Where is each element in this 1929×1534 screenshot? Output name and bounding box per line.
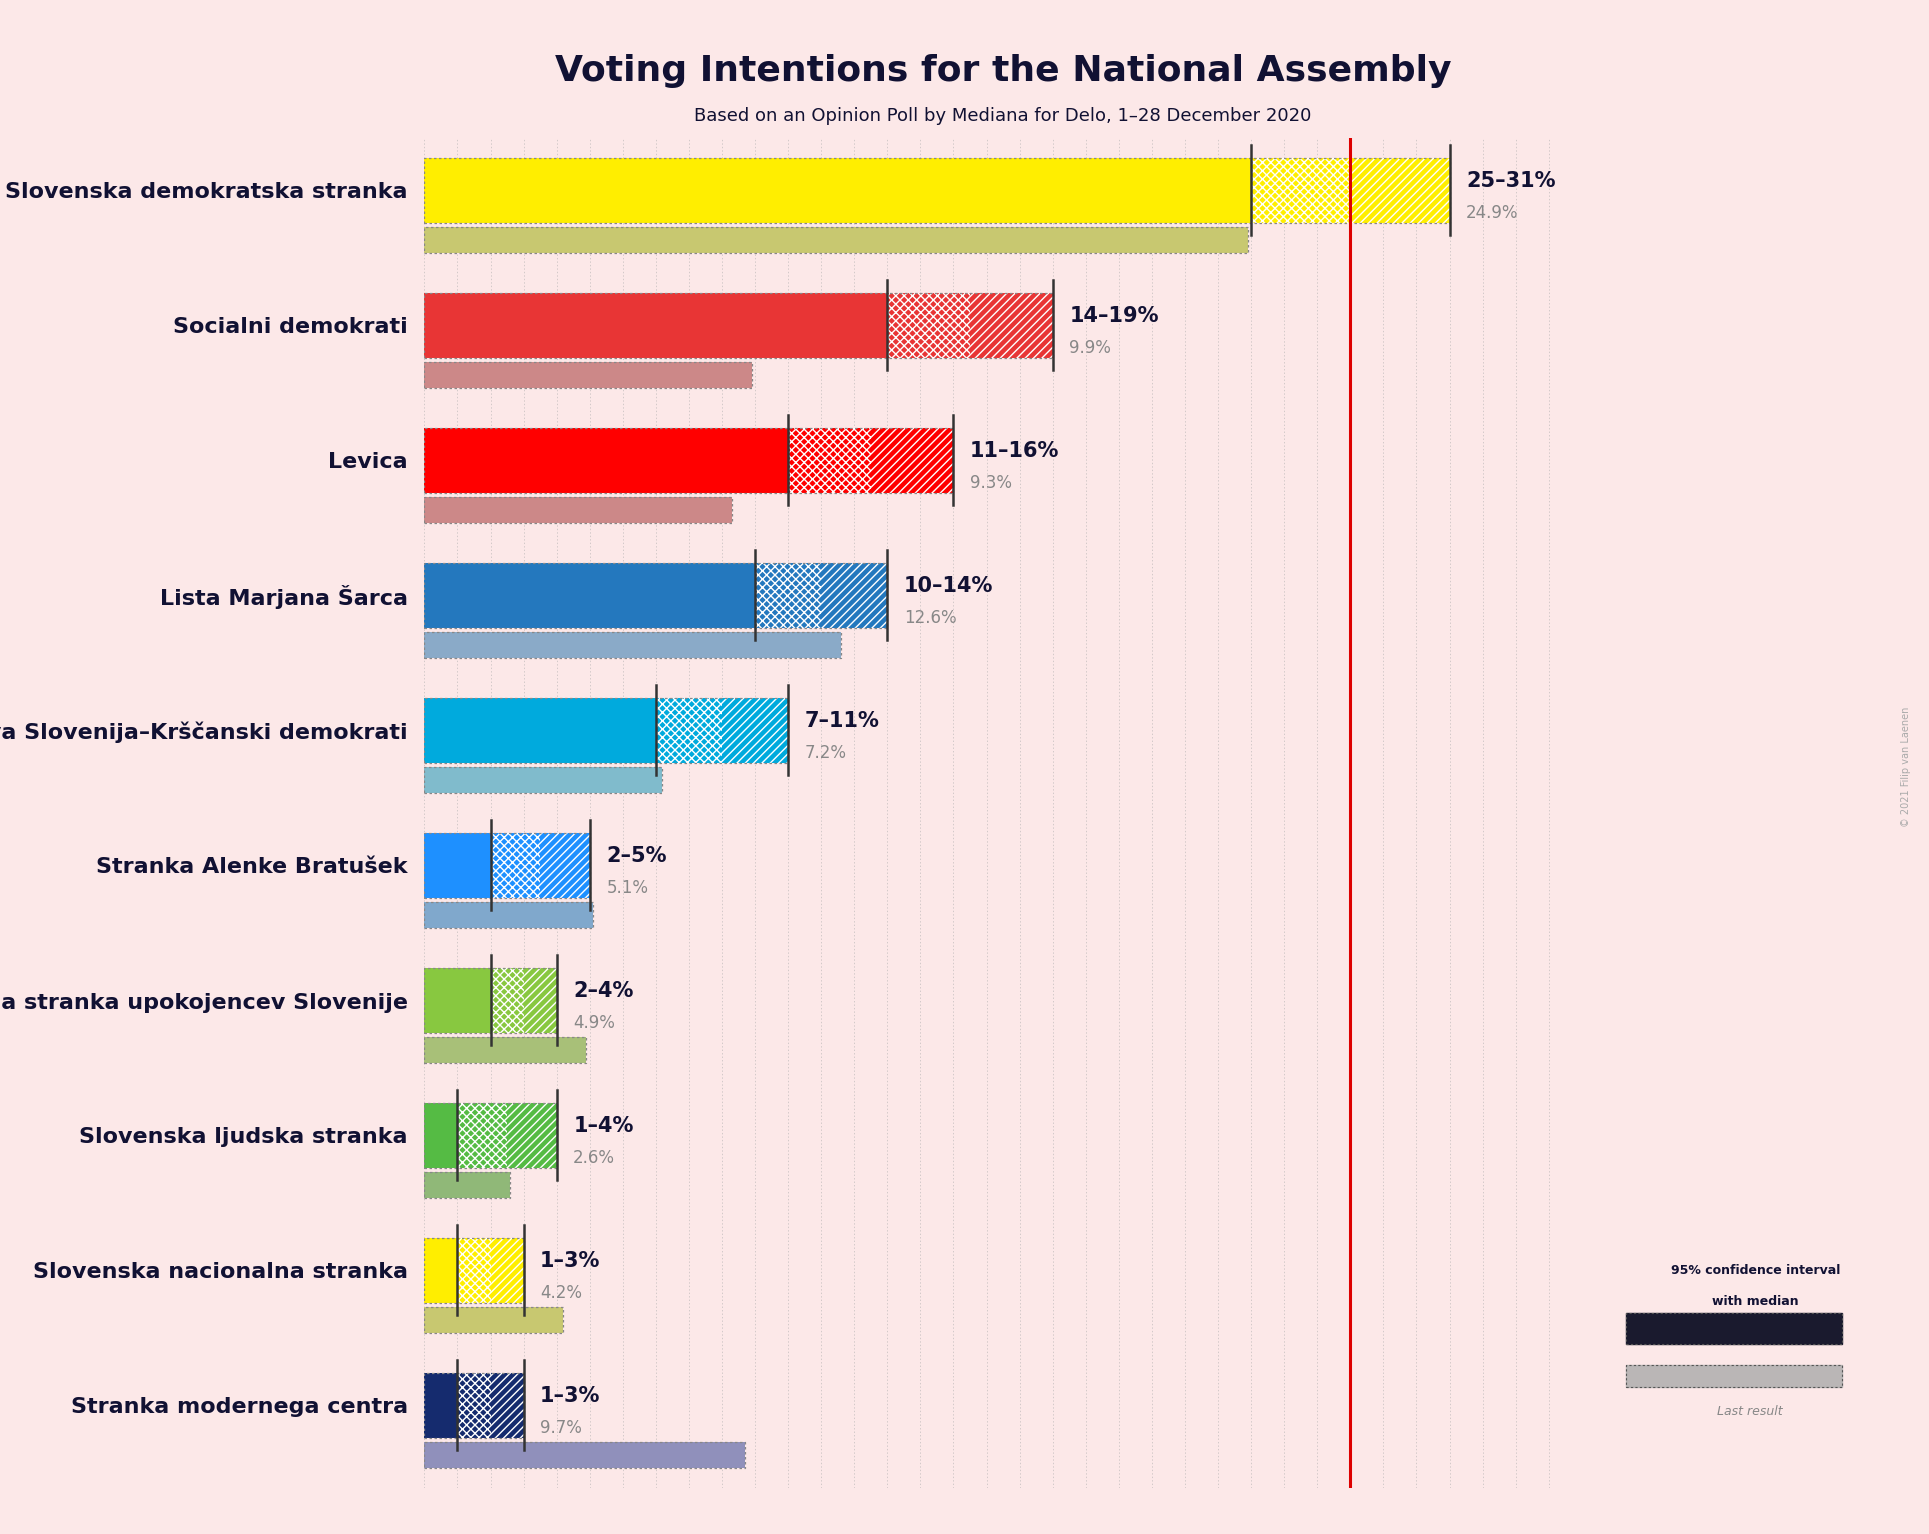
Bar — [424, 968, 490, 1032]
Text: 9.7%: 9.7% — [540, 1419, 583, 1437]
Bar — [424, 902, 592, 928]
Text: 1–4%: 1–4% — [573, 1115, 633, 1135]
Bar — [424, 362, 752, 388]
Bar — [424, 767, 662, 793]
Bar — [1775, 1313, 1842, 1344]
Bar — [424, 1307, 563, 1333]
Text: 95% confidence interval: 95% confidence interval — [1671, 1264, 1840, 1276]
Text: Based on an Opinion Poll by Mediana for Delo, 1–28 December 2020: Based on an Opinion Poll by Mediana for … — [694, 107, 1312, 126]
Bar — [424, 1103, 557, 1167]
Text: 1–3%: 1–3% — [540, 1385, 600, 1405]
Bar — [424, 632, 841, 658]
Text: 9.3%: 9.3% — [970, 474, 1013, 492]
Bar — [490, 968, 523, 1032]
Bar — [789, 428, 870, 492]
Bar — [424, 1172, 511, 1198]
Text: 4.9%: 4.9% — [573, 1014, 615, 1032]
Bar — [1252, 158, 1350, 222]
Bar — [490, 833, 540, 897]
Text: 7.2%: 7.2% — [804, 744, 847, 762]
Bar — [424, 698, 789, 762]
Bar — [1626, 1365, 1842, 1387]
Bar — [424, 227, 1248, 253]
Bar — [507, 1103, 557, 1167]
Text: 12.6%: 12.6% — [905, 609, 957, 627]
Bar — [721, 698, 789, 762]
Bar — [887, 293, 970, 357]
Bar — [457, 1103, 507, 1167]
Bar — [457, 1238, 490, 1302]
Bar — [424, 563, 887, 627]
Bar — [424, 698, 656, 762]
Bar — [656, 698, 721, 762]
Bar — [1350, 158, 1449, 222]
Text: 24.9%: 24.9% — [1466, 204, 1518, 222]
Bar — [424, 1037, 586, 1063]
Bar — [424, 497, 731, 523]
Bar — [970, 293, 1053, 357]
Text: 7–11%: 7–11% — [804, 710, 880, 730]
Bar — [870, 428, 953, 492]
Bar — [424, 158, 1449, 222]
Bar — [424, 767, 662, 793]
Text: 5.1%: 5.1% — [606, 879, 648, 897]
Text: Voting Intentions for the National Assembly: Voting Intentions for the National Assem… — [556, 54, 1451, 87]
Bar — [424, 293, 1053, 357]
Bar — [754, 563, 822, 627]
Text: 2–4%: 2–4% — [573, 980, 633, 1000]
Bar — [1626, 1313, 1707, 1344]
Bar — [424, 158, 1252, 222]
Bar — [424, 1238, 523, 1302]
Text: 4.2%: 4.2% — [540, 1284, 583, 1302]
Text: 2.6%: 2.6% — [573, 1149, 615, 1167]
Text: with median: with median — [1713, 1295, 1798, 1307]
Bar — [424, 1037, 586, 1063]
Bar — [424, 1442, 745, 1468]
Bar — [457, 1373, 490, 1437]
Bar — [424, 1103, 457, 1167]
Bar — [424, 293, 887, 357]
Bar — [424, 1442, 745, 1468]
Bar — [1707, 1313, 1775, 1344]
Bar — [424, 563, 754, 627]
Bar — [424, 1307, 563, 1333]
Bar — [424, 968, 557, 1032]
Bar — [1626, 1313, 1842, 1344]
Bar — [822, 563, 887, 627]
Bar — [424, 1373, 457, 1437]
Text: © 2021 Filip van Laenen: © 2021 Filip van Laenen — [1900, 707, 1912, 827]
Text: Last result: Last result — [1717, 1405, 1782, 1417]
Bar — [540, 833, 590, 897]
Text: 14–19%: 14–19% — [1069, 305, 1159, 325]
Bar — [424, 833, 490, 897]
Text: 2–5%: 2–5% — [606, 845, 667, 865]
Bar — [424, 497, 731, 523]
Bar — [424, 362, 752, 388]
Bar — [424, 902, 592, 928]
Text: 25–31%: 25–31% — [1466, 170, 1555, 190]
Bar — [1626, 1365, 1842, 1387]
Bar — [523, 968, 557, 1032]
Bar — [424, 632, 841, 658]
Bar — [424, 833, 590, 897]
Text: 9.9%: 9.9% — [1069, 339, 1111, 357]
Text: 10–14%: 10–14% — [905, 575, 993, 595]
Bar — [424, 428, 789, 492]
Bar — [490, 1238, 523, 1302]
Text: 11–16%: 11–16% — [970, 440, 1059, 460]
Bar — [424, 227, 1248, 253]
Text: 1–3%: 1–3% — [540, 1250, 600, 1270]
Bar — [490, 1373, 523, 1437]
Bar — [424, 1172, 511, 1198]
Bar — [424, 1373, 523, 1437]
Bar — [424, 1238, 457, 1302]
Bar — [424, 428, 953, 492]
